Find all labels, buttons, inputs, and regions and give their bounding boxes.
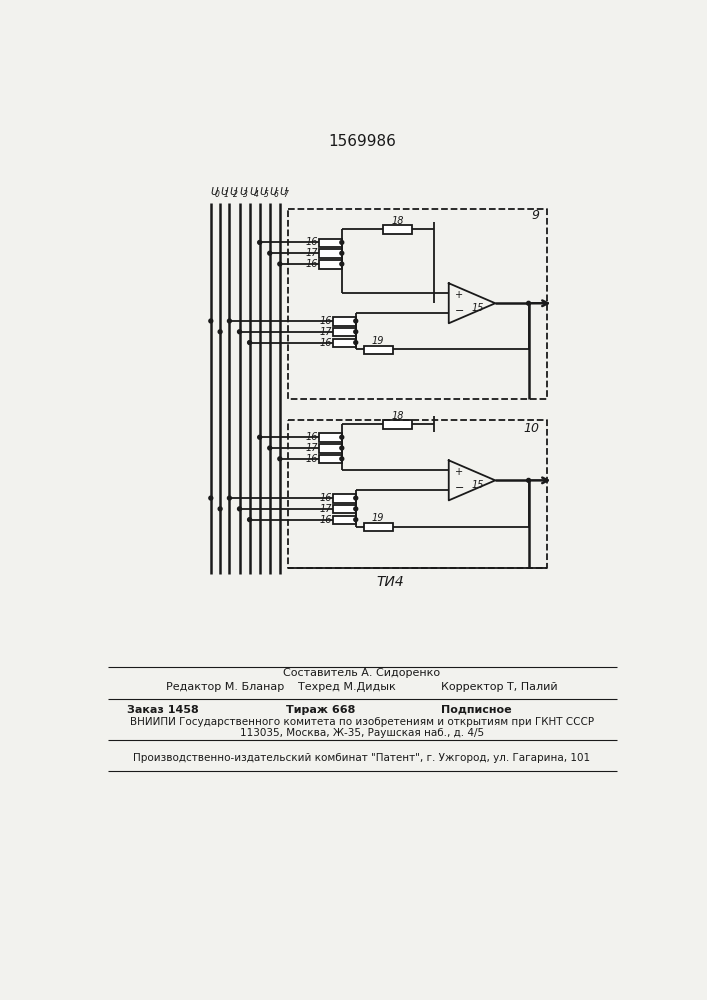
Bar xyxy=(319,433,341,442)
Bar xyxy=(332,317,356,326)
Text: 5: 5 xyxy=(264,190,269,199)
Bar xyxy=(319,249,341,258)
Text: +: + xyxy=(455,467,463,477)
Text: Техред М.Дидык: Техред М.Дидык xyxy=(298,682,395,692)
Text: U: U xyxy=(230,187,237,197)
Circle shape xyxy=(218,330,222,334)
Text: 16: 16 xyxy=(320,515,332,525)
Text: Производственно-издательский комбинат "Патент", г. Ужгород, ул. Гагарина, 101: Производственно-издательский комбинат "П… xyxy=(134,753,590,763)
Circle shape xyxy=(238,507,241,511)
Text: 17: 17 xyxy=(320,504,332,514)
Text: Корректор Т, Палий: Корректор Т, Палий xyxy=(441,682,558,692)
Circle shape xyxy=(278,457,281,461)
Circle shape xyxy=(209,319,213,323)
Text: 0: 0 xyxy=(215,190,220,199)
Text: 7: 7 xyxy=(284,190,288,199)
Text: Редактор М. Бланар: Редактор М. Бланар xyxy=(166,682,284,692)
Circle shape xyxy=(209,496,213,500)
Text: U: U xyxy=(211,187,218,197)
Bar xyxy=(332,328,356,336)
Text: −: − xyxy=(455,483,464,493)
Circle shape xyxy=(238,330,241,334)
Text: Составитель А. Сидоренко: Составитель А. Сидоренко xyxy=(284,668,440,678)
Text: 15: 15 xyxy=(472,303,484,313)
Circle shape xyxy=(228,496,231,500)
Text: 17: 17 xyxy=(305,443,317,453)
Circle shape xyxy=(340,241,344,244)
Circle shape xyxy=(268,446,271,450)
Bar xyxy=(332,339,356,347)
Circle shape xyxy=(354,496,358,500)
Text: 113035, Москва, Ж-35, Раушская наб., д. 4/5: 113035, Москва, Ж-35, Раушская наб., д. … xyxy=(240,728,484,738)
Bar xyxy=(383,420,412,429)
Text: 9: 9 xyxy=(532,209,539,222)
Text: U: U xyxy=(270,187,277,197)
Text: ΤИ4: ΤИ4 xyxy=(377,575,404,589)
Text: 19: 19 xyxy=(372,513,385,523)
Text: 16: 16 xyxy=(305,454,317,464)
Text: +: + xyxy=(455,290,463,300)
Bar xyxy=(319,260,341,269)
Bar xyxy=(319,455,341,463)
Circle shape xyxy=(258,435,262,439)
Text: 15: 15 xyxy=(472,480,484,490)
Circle shape xyxy=(354,341,358,344)
Text: 10: 10 xyxy=(523,422,539,434)
Text: U: U xyxy=(280,187,288,197)
Bar xyxy=(363,523,393,531)
Circle shape xyxy=(340,435,344,439)
Bar xyxy=(363,346,393,354)
Circle shape xyxy=(354,319,358,323)
Circle shape xyxy=(340,251,344,255)
Bar xyxy=(383,225,412,234)
Circle shape xyxy=(354,507,358,511)
Text: 2: 2 xyxy=(233,190,238,199)
Circle shape xyxy=(354,518,358,522)
Bar xyxy=(332,505,356,513)
Text: Тираж 668: Тираж 668 xyxy=(286,705,356,715)
Text: 1: 1 xyxy=(224,190,229,199)
Circle shape xyxy=(247,518,252,522)
Text: 17: 17 xyxy=(305,248,317,258)
Text: 16: 16 xyxy=(305,432,317,442)
Text: 3: 3 xyxy=(243,190,248,199)
Text: −: − xyxy=(455,306,464,316)
Text: 17: 17 xyxy=(320,327,332,337)
Bar xyxy=(332,516,356,524)
Text: 18: 18 xyxy=(392,411,404,421)
Circle shape xyxy=(218,507,222,511)
Circle shape xyxy=(258,241,262,244)
Circle shape xyxy=(340,457,344,461)
Text: ВНИИПИ Государственного комитета по изобретениям и открытиям при ГКНТ СССР: ВНИИПИ Государственного комитета по изоб… xyxy=(130,717,594,727)
Text: 16: 16 xyxy=(320,338,332,348)
Text: 16: 16 xyxy=(320,493,332,503)
Circle shape xyxy=(268,251,271,255)
Text: 16: 16 xyxy=(305,259,317,269)
Circle shape xyxy=(340,262,344,266)
Text: 19: 19 xyxy=(372,336,385,346)
Circle shape xyxy=(527,301,530,305)
Text: 18: 18 xyxy=(392,216,404,226)
Text: 1569986: 1569986 xyxy=(328,134,396,149)
Text: U: U xyxy=(259,187,267,197)
Text: 4: 4 xyxy=(253,190,258,199)
Circle shape xyxy=(228,319,231,323)
Text: U: U xyxy=(220,187,228,197)
Text: 6: 6 xyxy=(274,190,279,199)
Text: Заказ 1458: Заказ 1458 xyxy=(127,705,199,715)
Text: 16: 16 xyxy=(305,237,317,247)
Circle shape xyxy=(247,341,252,344)
Text: Подписное: Подписное xyxy=(441,705,512,715)
Circle shape xyxy=(527,478,530,482)
Text: U: U xyxy=(240,187,247,197)
Bar xyxy=(319,444,341,453)
Text: 16: 16 xyxy=(320,316,332,326)
Bar xyxy=(332,494,356,503)
Circle shape xyxy=(278,262,281,266)
Circle shape xyxy=(340,446,344,450)
Circle shape xyxy=(354,330,358,334)
Bar xyxy=(319,239,341,247)
Text: U: U xyxy=(250,187,257,197)
